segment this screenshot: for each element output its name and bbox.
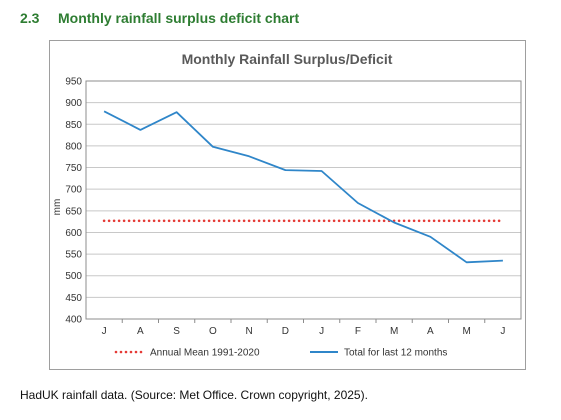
series-group (102, 110, 505, 264)
y-tick-label: 650 (65, 206, 82, 217)
legend-label: Total for last 12 months (344, 348, 447, 359)
section-title: Monthly rainfall surplus deficit chart (58, 10, 300, 26)
y-tick-label: 600 (65, 228, 82, 239)
x-tick-label: D (282, 326, 289, 337)
y-axis-ticks: 400 450 500 550 600 650 700 750 800 850 900 950 (65, 77, 82, 326)
x-tick-label: A (427, 326, 434, 337)
y-axis-label: mm (52, 199, 63, 216)
x-tick-label: M (390, 326, 398, 337)
x-tick-label: J (102, 326, 107, 337)
x-tick-label: A (137, 326, 144, 337)
series-line-2 (103, 110, 503, 264)
y-tick-label: 500 (65, 271, 82, 282)
y-tick-label: 750 (65, 163, 82, 174)
gridlines (86, 102, 521, 298)
y-tick-label: 400 (65, 315, 82, 326)
chart-title: Monthly Rainfall Surplus/Deficit (182, 51, 393, 67)
x-tick-label: J (500, 326, 505, 337)
x-tick-label: M (462, 326, 470, 337)
x-tick-label: J (319, 326, 324, 337)
section-heading: 2.3 Monthly rainfall surplus deficit char… (20, 10, 299, 26)
y-tick-label: 450 (65, 293, 82, 304)
x-tick-label: N (246, 326, 253, 337)
source-note: HadUK rainfall data. (Source: Met Office… (20, 388, 368, 402)
y-tick-label: 950 (65, 77, 82, 88)
x-tick-label: F (355, 326, 361, 337)
x-tick-label: O (209, 326, 217, 337)
x-tick-label: S (173, 326, 180, 337)
legend-label: Annual Mean 1991-2020 (150, 348, 260, 359)
y-tick-label: 550 (65, 250, 82, 261)
y-tick-label: 800 (65, 141, 82, 152)
plot-area (85, 80, 522, 320)
rainfall-chart: Monthly Rainfall Surplus/Deficit mm 4004… (52, 51, 522, 359)
y-tick-label: 700 (65, 185, 82, 196)
legend: Annual Mean 1991-2020 Total for last 12 m… (114, 348, 447, 359)
y-tick-label: 850 (65, 120, 82, 131)
chart-frame: Monthly Rainfall Surplus/Deficit mm 400 4… (49, 40, 526, 370)
section-number: 2.3 (20, 10, 40, 26)
y-tick-label: 900 (65, 98, 82, 109)
